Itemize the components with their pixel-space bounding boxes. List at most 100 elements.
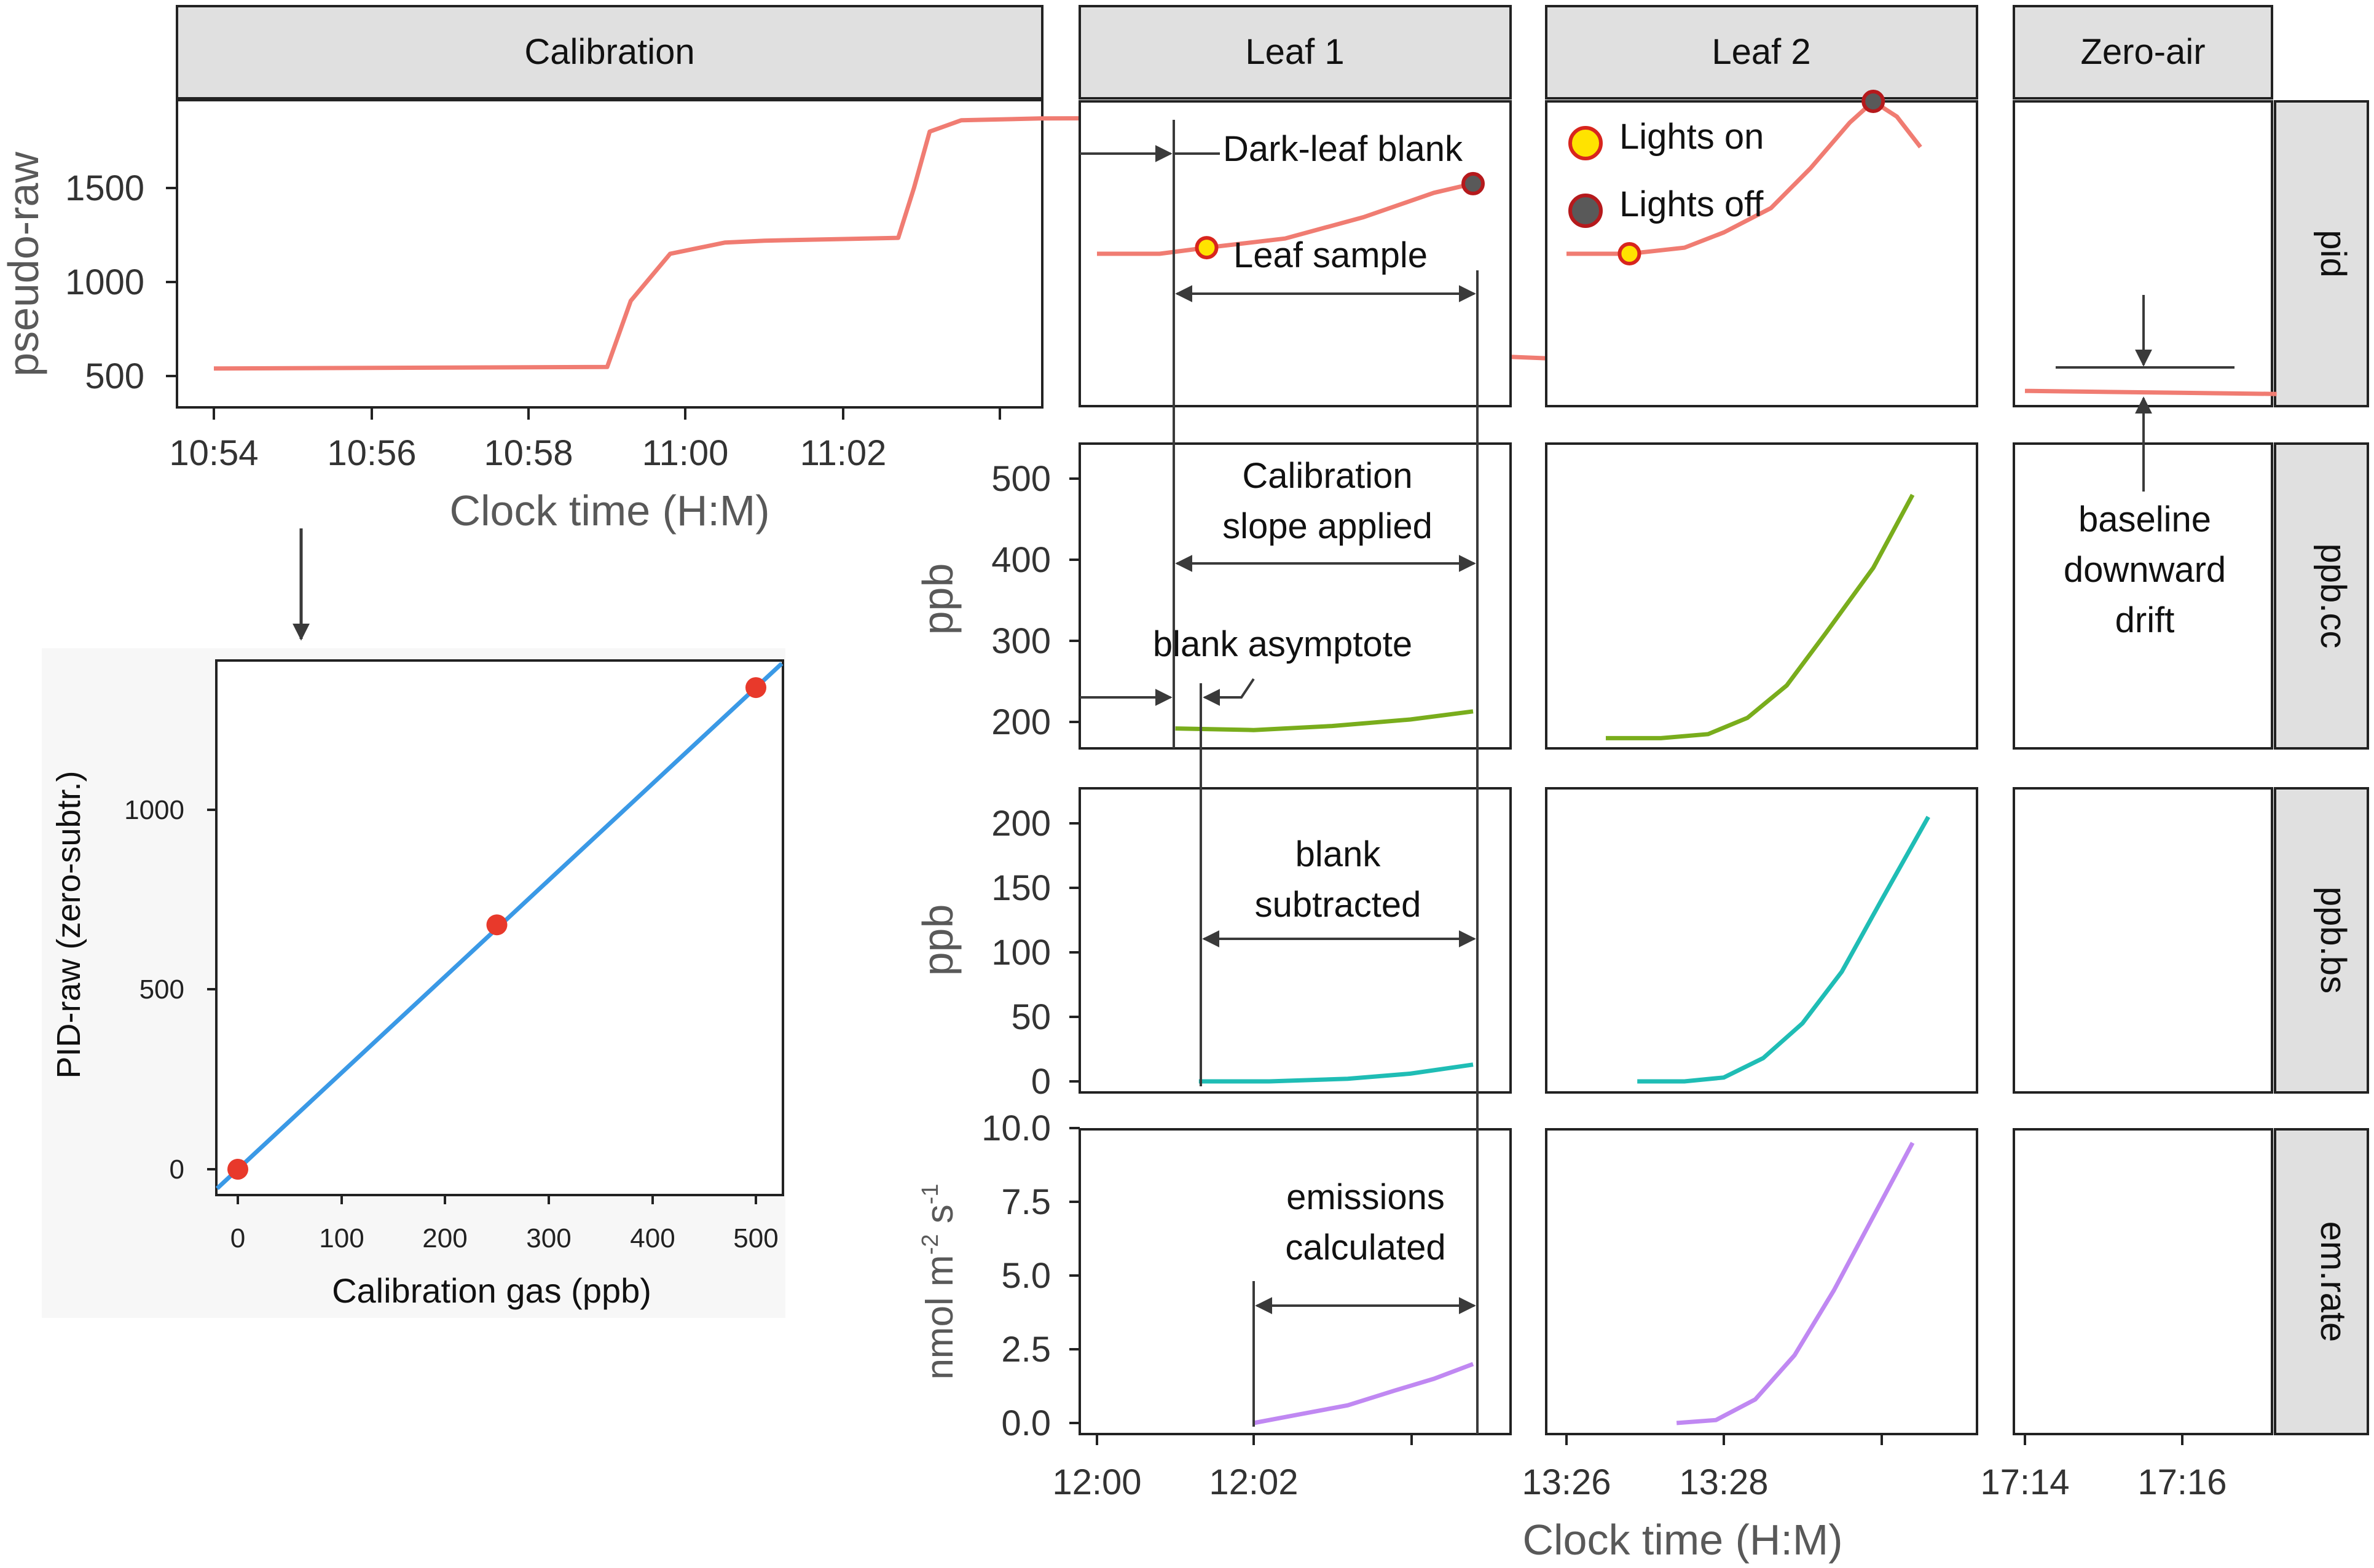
emissions-label-2: calculated xyxy=(1285,1228,1445,1268)
leaf1-ppbcc-line xyxy=(1175,709,1474,732)
leaf2-lights-on-marker xyxy=(1617,242,1641,265)
zero-xtick-1714: 17:14 xyxy=(1980,1462,2069,1502)
strip-leaf-2 xyxy=(1545,5,1978,100)
baseline-label-3: drift xyxy=(2115,600,2175,640)
strip-leaf-2-label: Leaf 2 xyxy=(1712,32,1810,72)
strip-leaf-1 xyxy=(1079,5,1512,100)
ppbcc-ytick-400: 400 xyxy=(991,540,1051,580)
inset-x-axis: 0 100 200 300 400 500 Calibration gas (p… xyxy=(230,1195,779,1310)
leaf2-pid-line xyxy=(1566,98,1922,256)
leaf2-ppbbs-line xyxy=(1637,815,1930,1084)
inset-ytick-1000: 1000 xyxy=(124,795,184,825)
panel-leaf2-emrate xyxy=(1545,1128,1978,1435)
cal-ytick-1500: 1500 xyxy=(65,168,144,208)
panel-leaf2-ppbbs xyxy=(1545,787,1978,1094)
leaf2-ppbcc-line xyxy=(1606,493,1915,740)
panel-zero-emrate xyxy=(2013,1128,2273,1435)
strip-em-rate xyxy=(2274,1128,2369,1435)
inset-ytick-0: 0 xyxy=(170,1154,184,1185)
panel-leaf2-ppbcc xyxy=(1545,442,1978,750)
row-strips: pid ppb.cc ppb.bs em.rate xyxy=(2274,100,2369,1435)
emrate-ylabel: nmol m-2 s-1 xyxy=(918,1183,961,1379)
ppbbs-ytick-100: 100 xyxy=(991,933,1051,973)
ppbcc-y-axis: 200 300 400 500 ppb xyxy=(914,459,1080,742)
cal-xtick-1054: 10:54 xyxy=(169,433,258,473)
zero-xtick-1716: 17:16 xyxy=(2137,1462,2227,1502)
leaf1-emrate-line xyxy=(1253,1362,1474,1425)
ppbbs-ytick-150: 150 xyxy=(991,868,1051,908)
emissions-label-1: emissions xyxy=(1286,1177,1445,1217)
leaf-sample-label: Leaf sample xyxy=(1233,235,1428,275)
leaf1-annotations xyxy=(1080,120,1479,1434)
zero-air-pid-line xyxy=(2024,388,2277,396)
strip-em-rate-label: em.rate xyxy=(2313,1221,2353,1343)
cal-xtick-1102: 11:02 xyxy=(800,433,887,473)
calibration-strip-label: Calibration xyxy=(524,32,694,72)
inset-xtick-300: 300 xyxy=(526,1223,571,1253)
emrate-ytick-5: 5.0 xyxy=(1001,1256,1051,1296)
inset-xtick-500: 500 xyxy=(733,1223,778,1253)
facet-series xyxy=(1097,98,2277,1425)
strip-zero-air-label: Zero-air xyxy=(2080,32,2205,72)
cal-xtick-1058: 10:58 xyxy=(484,433,573,473)
calibration-point xyxy=(745,677,766,699)
leaf1-pid-line xyxy=(1097,181,1474,256)
strip-ppb-bs xyxy=(2274,787,2369,1094)
calibration-y-axis: 1500 1000 500 pseudo-raw xyxy=(0,152,177,396)
baseline-label-1: baseline xyxy=(2078,500,2211,539)
calibration-slope-label-2: slope applied xyxy=(1222,506,1433,546)
ppbbs-ytick-50: 50 xyxy=(1011,997,1051,1037)
inset-ytick-500: 500 xyxy=(140,974,184,1005)
facet-panels xyxy=(1079,100,2273,1435)
strip-zero-air xyxy=(2013,5,2273,100)
inset-xtick-200: 200 xyxy=(422,1223,467,1253)
leaf1-xtick-1200: 12:00 xyxy=(1052,1462,1141,1502)
leaf1-lights-off-marker xyxy=(1461,171,1485,195)
lights-off-legend-marker xyxy=(1568,194,1603,228)
ppbbs-y-axis: 0 50 100 150 200 ppb xyxy=(914,804,1080,1102)
emrate-ytick-7.5: 7.5 xyxy=(1001,1182,1051,1222)
leaf1-annotation-text: Dark-leaf blank Leaf sample Calibration … xyxy=(1153,129,1463,1268)
lights-on-legend-marker xyxy=(1568,126,1603,160)
pid-light-markers xyxy=(1195,90,1885,265)
strip-ppb-cc-label: ppb.cc xyxy=(2313,544,2353,649)
ppbbs-ylabel: ppb xyxy=(914,904,962,976)
facet-xlabel: Clock time (H:M) xyxy=(1522,1516,1842,1564)
ppbbs-ytick-0: 0 xyxy=(1031,1062,1051,1102)
cal-ylabel: pseudo-raw xyxy=(0,152,47,377)
inset-xlabel: Calibration gas (ppb) xyxy=(332,1271,651,1310)
cal-ytick-1000: 1000 xyxy=(65,262,144,302)
blank-asymptote-label: blank asymptote xyxy=(1153,624,1412,664)
ppbcc-ytick-200: 200 xyxy=(991,702,1051,742)
blank-subtracted-label-2: subtracted xyxy=(1255,885,1421,925)
cal-ytick-500: 500 xyxy=(85,356,144,396)
lights-legend: Lights on Lights off xyxy=(1568,117,1764,228)
leaf2-lights-off-marker xyxy=(1861,90,1885,113)
inset-y-axis: 1000 500 0 PID-raw (zero-subtr.) xyxy=(50,770,216,1185)
baseline-drift-annotation: baseline downward drift xyxy=(2056,295,2234,640)
baseline-label-2: downward xyxy=(2064,550,2226,590)
emrate-ytick-2.5: 2.5 xyxy=(1001,1330,1051,1370)
strip-ppb-cc xyxy=(2274,442,2369,750)
calibration-x-axis: 10:54 10:56 10:58 11:00 11:02 Clock time… xyxy=(169,407,1001,535)
facet-x-axes: 12:00 12:02 13:26 13:28 17:14 17:16 Cloc… xyxy=(1052,1434,2227,1564)
panel-zero-ppbcc xyxy=(2013,442,2273,750)
calibration-point xyxy=(486,914,508,936)
ppbcc-ylabel: ppb xyxy=(914,563,962,635)
emrate-y-axis: 0.0 2.5 5.0 7.5 10.0 nmol m-2 s-1 xyxy=(918,1108,1080,1443)
cal-xtick-1056: 10:56 xyxy=(327,433,416,473)
column-strips: Leaf 1 Leaf 2 Zero-air xyxy=(1079,5,2273,100)
cal-xlabel: Clock time (H:M) xyxy=(449,487,769,535)
leaf1-lights-on-marker xyxy=(1195,236,1219,260)
strip-pid xyxy=(2274,100,2369,407)
ppbcc-ytick-500: 500 xyxy=(991,459,1051,499)
blank-subtracted-label-1: blank xyxy=(1295,834,1382,874)
lights-on-legend-label: Lights on xyxy=(1619,117,1764,157)
lights-off-legend-label: Lights off xyxy=(1619,184,1764,224)
strip-pid-label: pid xyxy=(2313,230,2353,277)
leaf1-xtick-1202: 12:02 xyxy=(1209,1462,1298,1502)
emrate-ytick-0: 0.0 xyxy=(1001,1403,1051,1443)
panel-leaf2-pid xyxy=(1545,100,1978,407)
calibration-slope-label-1: Calibration xyxy=(1242,456,1412,496)
